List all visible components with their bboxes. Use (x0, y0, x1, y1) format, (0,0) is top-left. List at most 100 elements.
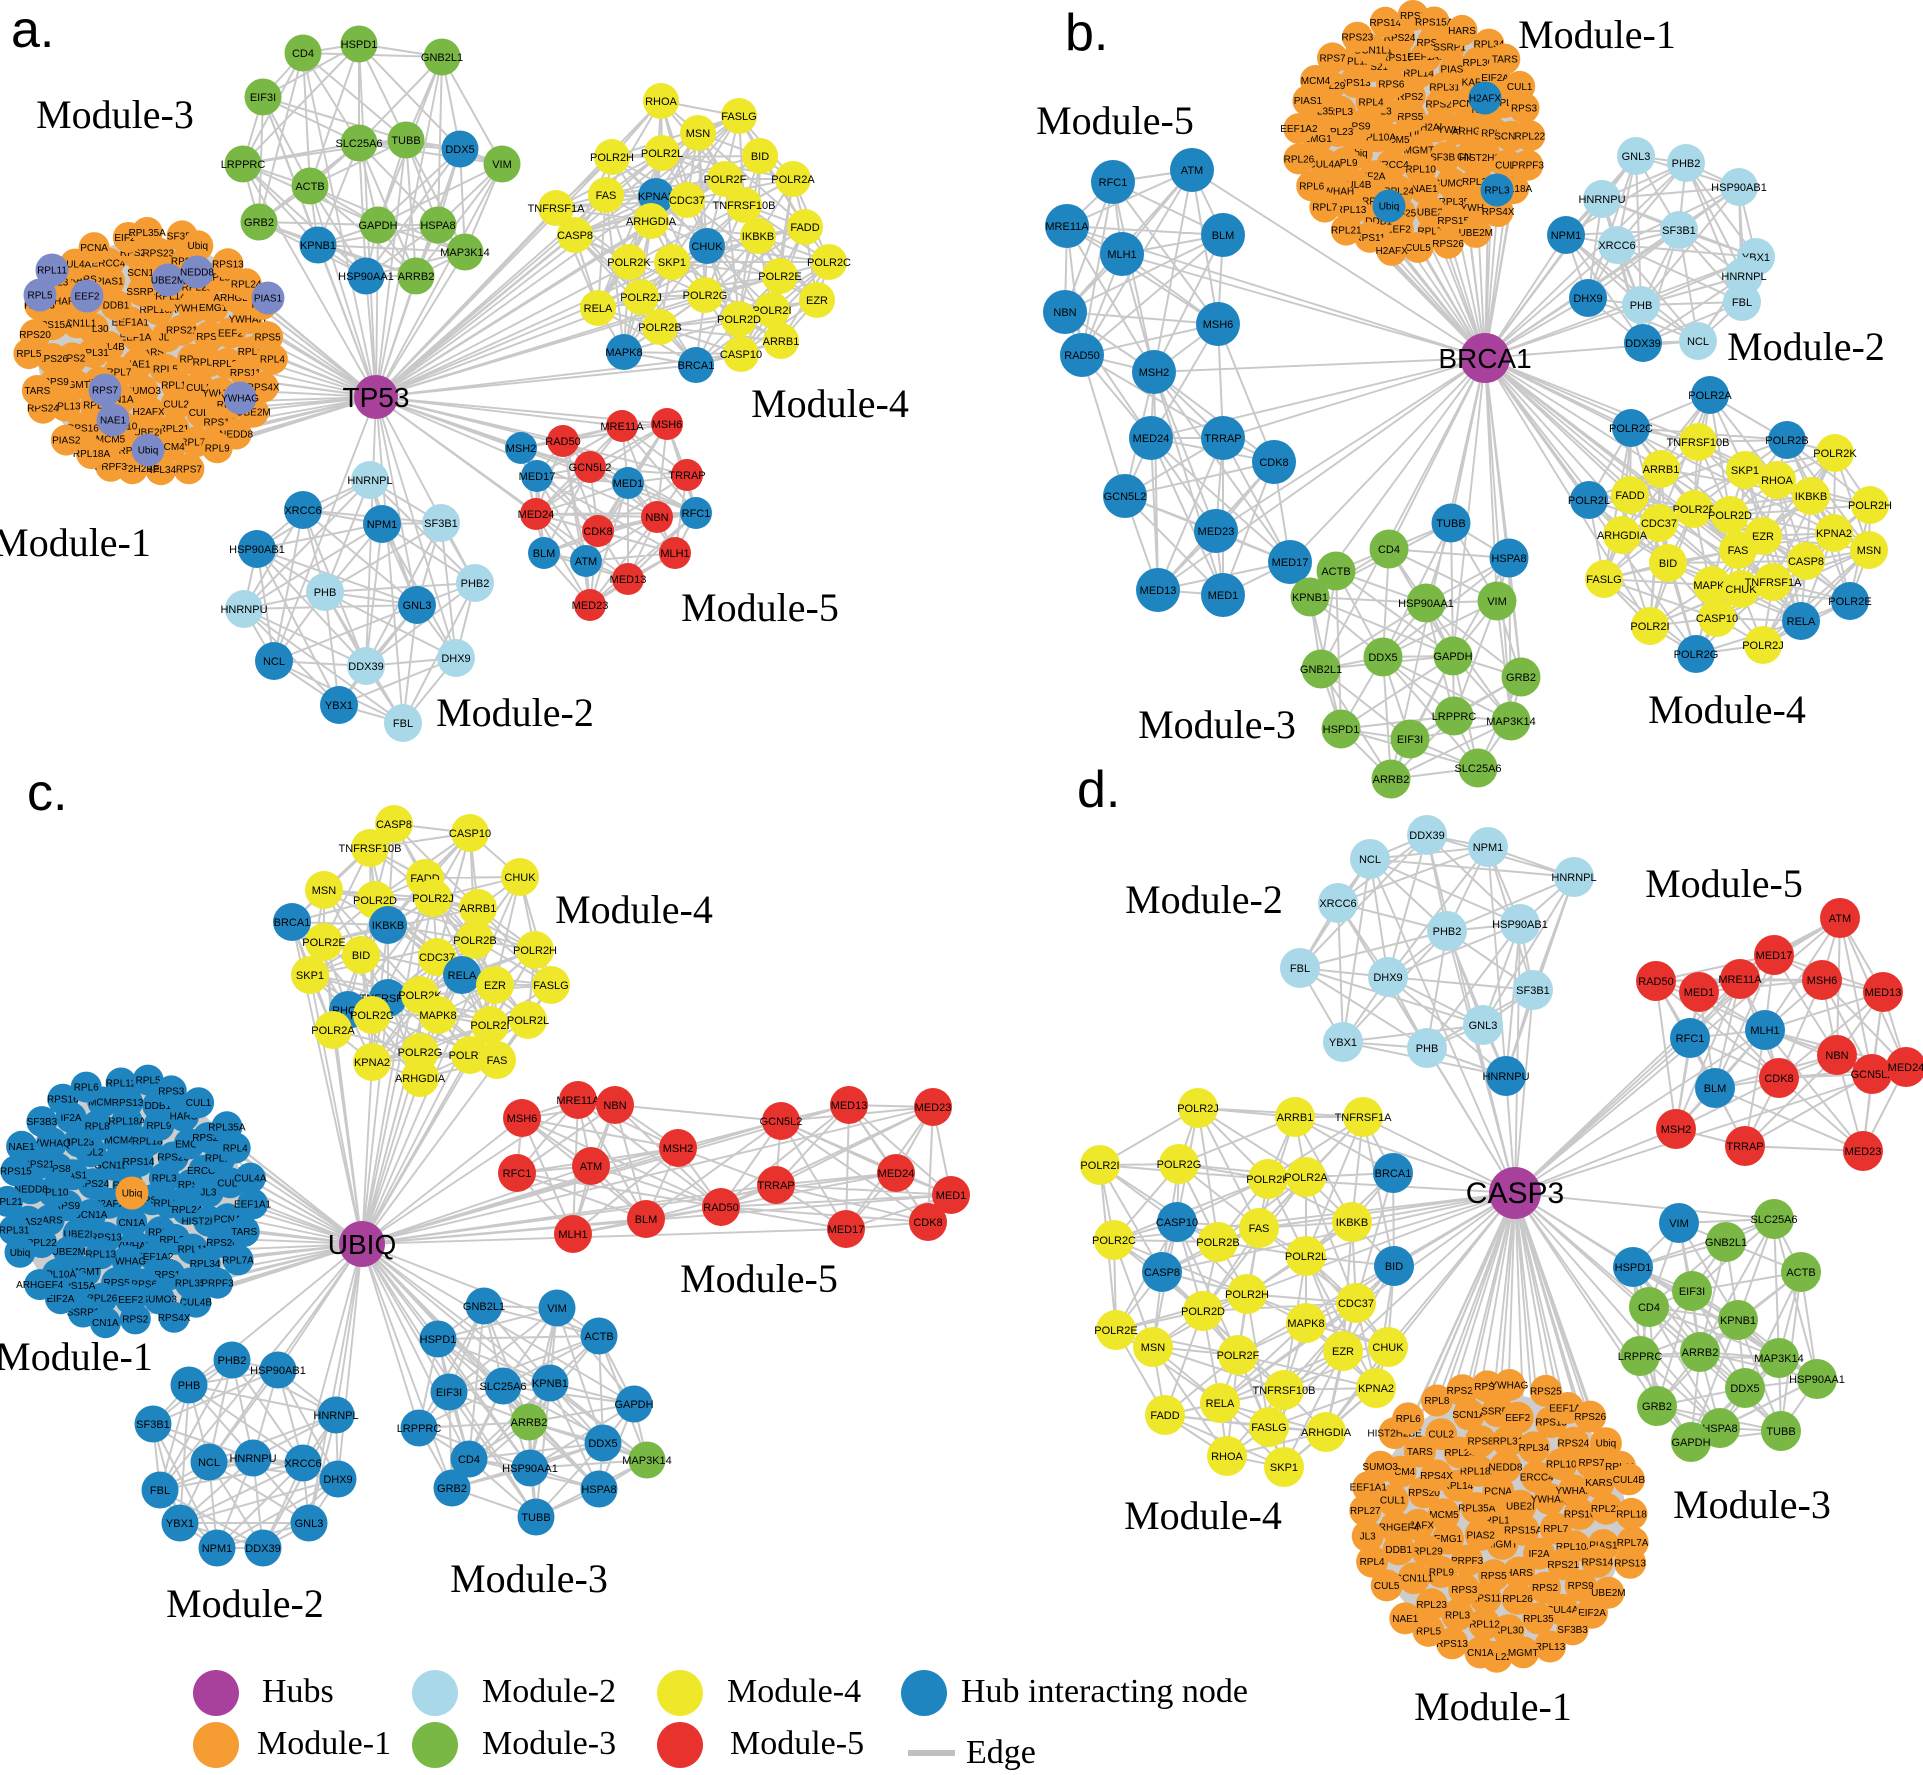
svg-text:POLR2L: POLR2L (641, 148, 683, 160)
svg-text:CUL4B: CUL4B (1613, 1475, 1646, 1486)
svg-text:CUL4A: CUL4A (1308, 160, 1341, 171)
svg-text:PIAS2: PIAS2 (1467, 1530, 1496, 1541)
svg-text:CUL2: CUL2 (1495, 161, 1521, 172)
svg-text:RPL22: RPL22 (193, 358, 224, 369)
svg-text:RPS13: RPS13 (1417, 38, 1449, 49)
svg-text:RPS26: RPS26 (1574, 1412, 1606, 1423)
svg-text:MAPK8: MAPK8 (605, 347, 642, 359)
svg-text:RPL5: RPL5 (27, 291, 52, 302)
svg-text:RPL30: RPL30 (78, 324, 109, 335)
svg-text:ATM: ATM (1829, 913, 1851, 925)
svg-text:MSH2: MSH2 (506, 443, 537, 455)
svg-text:KARS: KARS (36, 1216, 64, 1227)
svg-text:HIST2H2BE: HIST2H2BE (181, 1217, 236, 1228)
svg-text:SF3B1: SF3B1 (1662, 225, 1696, 237)
svg-text:MSH6: MSH6 (652, 419, 683, 431)
svg-text:H2AFX: H2AFX (1376, 246, 1409, 257)
svg-text:ARHGDIA: ARHGDIA (626, 216, 677, 228)
svg-text:VIM: VIM (1669, 1218, 1689, 1230)
svg-text:POLR2F: POLR2F (1673, 504, 1716, 516)
svg-text:HSP90AB1: HSP90AB1 (1711, 182, 1767, 194)
svg-text:EIF3I: EIF3I (250, 92, 276, 104)
svg-text:POLR2D: POLR2D (1181, 1306, 1225, 1318)
svg-text:MCM4: MCM4 (1301, 76, 1331, 87)
svg-text:XRCC6: XRCC6 (284, 505, 321, 517)
svg-text:RPL34: RPL34 (146, 465, 177, 476)
svg-text:GCN5L2: GCN5L2 (1851, 1069, 1894, 1081)
svg-text:ARHGEF4: ARHGEF4 (16, 1280, 64, 1291)
svg-text:HSP90AA1: HSP90AA1 (338, 271, 394, 283)
svg-text:FAS: FAS (1249, 1223, 1270, 1235)
svg-text:MGMT: MGMT (1487, 1539, 1518, 1550)
svg-text:RPL9: RPL9 (205, 443, 230, 454)
svg-text:LRPPRC: LRPPRC (397, 1423, 442, 1435)
svg-text:c.: c. (27, 764, 67, 822)
svg-text:RPL8: RPL8 (1424, 1396, 1449, 1407)
svg-text:RPS26: RPS26 (192, 1133, 224, 1144)
svg-text:RPS24: RPS24 (27, 404, 59, 415)
svg-text:RPL18: RPL18 (1616, 1509, 1647, 1520)
svg-text:CN1A: CN1A (92, 1318, 119, 1329)
svg-text:CUL1: CUL1 (189, 408, 215, 419)
svg-text:POLR2I: POLR2I (470, 1020, 509, 1032)
svg-text:RPL12: RPL12 (106, 1079, 137, 1090)
svg-text:POLR2F: POLR2F (1217, 1350, 1260, 1362)
svg-text:PRPF3: PRPF3 (1512, 161, 1545, 172)
svg-text:Module-5: Module-5 (1036, 98, 1194, 143)
svg-text:NEDD8: NEDD8 (219, 430, 253, 441)
svg-text:POLR2G: POLR2G (1674, 649, 1719, 661)
svg-text:YWHAG: YWHAG (1491, 1381, 1529, 1392)
svg-text:Ubiq: Ubiq (1596, 1439, 1617, 1450)
svg-text:DDX39: DDX39 (245, 1543, 280, 1555)
svg-text:RPL21: RPL21 (1591, 1504, 1622, 1515)
svg-text:RPL23: RPL23 (64, 1137, 95, 1148)
svg-text:EIF2A: EIF2A (47, 1294, 75, 1305)
svg-text:POLR2A: POLR2A (311, 1025, 355, 1037)
svg-text:MED17: MED17 (1272, 557, 1309, 569)
svg-text:RPS16: RPS16 (1381, 53, 1413, 64)
svg-text:MSN: MSN (312, 885, 337, 897)
svg-text:ARRB2: ARRB2 (1373, 774, 1410, 786)
svg-text:CASP8: CASP8 (1144, 1267, 1180, 1279)
svg-text:MED13: MED13 (610, 574, 647, 586)
svg-text:RPS5: RPS5 (1397, 112, 1424, 123)
svg-text:MSH2: MSH2 (663, 1143, 694, 1155)
svg-text:SUMO3: SUMO3 (1434, 179, 1470, 190)
svg-text:EEF1A1: EEF1A1 (112, 317, 150, 328)
svg-text:POLR2J: POLR2J (1742, 640, 1784, 652)
svg-text:RPS13: RPS13 (1339, 78, 1371, 89)
svg-text:SF3B3: SF3B3 (27, 1117, 58, 1128)
svg-text:RPL13: RPL13 (1336, 205, 1367, 216)
svg-text:HSPA8: HSPA8 (1702, 1423, 1737, 1435)
svg-text:CUL5: CUL5 (217, 1178, 243, 1189)
svg-text:RPS15A: RPS15A (33, 320, 72, 331)
svg-text:EMG1: EMG1 (1434, 1534, 1463, 1545)
svg-text:RPS13: RPS13 (212, 259, 244, 270)
svg-text:RPS13: RPS13 (112, 1098, 144, 1109)
svg-text:YWHAG: YWHAG (1461, 203, 1499, 214)
svg-text:SF3B1: SF3B1 (424, 518, 458, 530)
svg-text:RPL22: RPL22 (1515, 131, 1546, 142)
svg-text:RPS14: RPS14 (123, 1157, 155, 1168)
svg-text:RPL30: RPL30 (1493, 1626, 1524, 1637)
svg-text:MRE11A: MRE11A (1045, 221, 1089, 233)
svg-text:RPL9: RPL9 (1429, 1568, 1454, 1579)
svg-text:PCNA: PCNA (214, 1214, 242, 1225)
svg-text:H2AFX: H2AFX (132, 407, 165, 418)
svg-text:CASP10: CASP10 (1696, 613, 1738, 625)
svg-text:RPL7A: RPL7A (222, 1255, 254, 1266)
svg-text:MED17: MED17 (1756, 950, 1793, 962)
svg-text:HSP90AA1: HSP90AA1 (502, 1463, 558, 1475)
svg-text:MED17: MED17 (519, 471, 556, 483)
svg-text:Module-5: Module-5 (1645, 861, 1803, 906)
svg-text:TNFRSF10B: TNFRSF10B (1253, 1385, 1316, 1397)
svg-text:FASLG: FASLG (721, 111, 756, 123)
svg-text:RPL18A: RPL18A (1495, 184, 1533, 195)
svg-text:RELA: RELA (1787, 616, 1816, 628)
svg-text:NCL: NCL (263, 656, 285, 668)
svg-text:CDK8: CDK8 (913, 1217, 942, 1229)
svg-text:ARHGEF4: ARHGEF4 (213, 293, 261, 304)
svg-text:MSN: MSN (1141, 1342, 1166, 1354)
svg-text:HNRNPL: HNRNPL (313, 1410, 358, 1422)
svg-text:RPS21: RPS21 (166, 326, 198, 337)
